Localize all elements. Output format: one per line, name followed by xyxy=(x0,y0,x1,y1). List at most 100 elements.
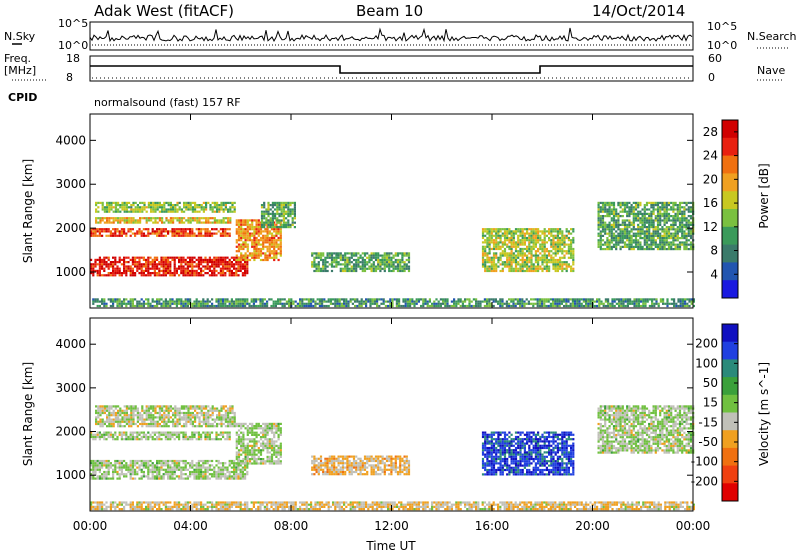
power-cell xyxy=(149,302,152,305)
power-cell xyxy=(488,250,491,253)
power-cell xyxy=(162,267,165,270)
power-cell xyxy=(164,304,167,308)
power-cell xyxy=(130,208,133,211)
power-cell xyxy=(488,258,491,262)
power-cell xyxy=(244,269,247,272)
velocity-cell xyxy=(153,468,156,471)
power-cell xyxy=(492,261,496,264)
velocity-cell xyxy=(94,473,97,476)
power-cell xyxy=(257,219,260,222)
power-cell xyxy=(255,254,258,257)
power-cell xyxy=(683,226,686,229)
power-cell xyxy=(224,263,227,266)
power-cell xyxy=(112,228,115,231)
power-cell xyxy=(632,210,635,213)
power-cell xyxy=(684,300,687,303)
power-cell xyxy=(663,221,666,224)
power-cell xyxy=(207,217,210,220)
power-cell xyxy=(167,300,170,303)
velocity-cell xyxy=(129,473,132,476)
power-cell xyxy=(559,243,562,246)
power-cell xyxy=(140,269,143,272)
power-cell xyxy=(545,300,548,303)
power-cell xyxy=(639,228,642,231)
power-cell xyxy=(656,206,660,209)
velocity-cell xyxy=(217,475,220,478)
power-cell xyxy=(345,300,348,303)
power-cell xyxy=(163,201,166,204)
power-cell xyxy=(280,212,283,215)
power-cell xyxy=(125,298,128,301)
power-cell xyxy=(632,241,635,244)
power-cell xyxy=(246,300,249,303)
power-cell xyxy=(501,302,504,305)
power-cell xyxy=(117,210,120,213)
power-cell xyxy=(689,217,693,220)
power-cell xyxy=(226,265,229,268)
velocity-cell xyxy=(112,475,115,478)
power-cell xyxy=(532,254,535,257)
power-cell xyxy=(227,221,230,224)
power-cell xyxy=(337,252,340,255)
power-cell xyxy=(184,230,187,233)
power-cell xyxy=(96,228,99,231)
power-cell xyxy=(278,206,281,209)
power-cell xyxy=(334,300,337,303)
power-cell xyxy=(125,274,128,277)
power-cell xyxy=(534,241,537,244)
power-cell xyxy=(521,252,524,255)
power-cell xyxy=(464,300,467,303)
power-cell xyxy=(120,234,123,237)
power-cell xyxy=(556,228,559,231)
power-cell xyxy=(101,300,104,303)
power-cell xyxy=(127,261,130,264)
power-cell xyxy=(514,228,518,231)
power-cell xyxy=(632,221,635,224)
power-cell xyxy=(633,300,636,303)
power-cell xyxy=(554,252,557,255)
velocity-cell xyxy=(195,470,198,474)
power-cell xyxy=(383,254,386,257)
power-cell xyxy=(484,252,487,255)
velocity-cell xyxy=(215,438,218,441)
power-cell xyxy=(264,252,267,255)
power-cell xyxy=(149,272,152,275)
power-cell xyxy=(193,274,196,277)
power-cell xyxy=(508,254,511,257)
power-cell xyxy=(253,243,256,246)
power-cell xyxy=(224,261,227,264)
power-cell xyxy=(608,206,611,209)
velocity-cell xyxy=(169,431,172,434)
power-cell xyxy=(269,221,272,224)
power-cell xyxy=(172,210,175,213)
power-cell xyxy=(197,230,200,233)
power-cell xyxy=(552,267,555,270)
power-cell xyxy=(246,239,249,242)
velocity-cell xyxy=(211,464,214,467)
power-cell xyxy=(548,252,551,255)
power-cell xyxy=(228,228,231,231)
power-cell xyxy=(532,236,535,240)
power-cell xyxy=(384,304,387,308)
power-cell xyxy=(325,304,328,308)
power-cell xyxy=(237,228,241,231)
power-cell xyxy=(158,274,161,277)
power-cell xyxy=(335,263,338,266)
velocity-cell xyxy=(98,464,101,467)
power-cell xyxy=(275,243,278,246)
power-cell xyxy=(650,234,653,237)
power-cell xyxy=(637,219,640,222)
velocity-cell xyxy=(208,468,211,471)
power-cell xyxy=(415,302,418,305)
power-cell xyxy=(175,256,178,259)
velocity-cell xyxy=(200,466,203,469)
power-cell xyxy=(619,239,622,242)
power-cell xyxy=(582,304,585,308)
power-cell xyxy=(226,304,229,308)
power-cell xyxy=(643,241,646,244)
power-cell xyxy=(313,252,316,255)
power-cell xyxy=(495,254,498,257)
power-cell xyxy=(556,245,559,248)
power-cell xyxy=(277,300,280,303)
